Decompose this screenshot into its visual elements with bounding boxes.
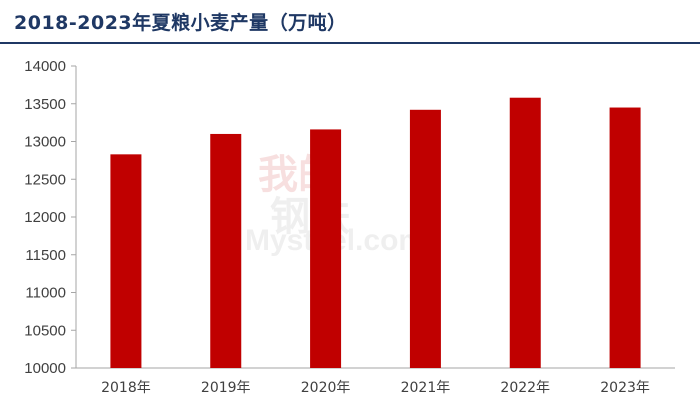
y-tick-label: 13500 [24, 96, 66, 113]
y-tick-label: 12000 [24, 209, 66, 226]
y-tick-label: 11500 [25, 247, 66, 264]
chart-title: 2018-2023年夏粮小麦产量（万吨） [14, 12, 347, 34]
x-tick-label: 2019年 [201, 380, 251, 396]
y-tick-label: 10500 [24, 322, 66, 339]
y-tick-label: 11000 [25, 285, 66, 302]
bar-2018年 [110, 154, 142, 368]
bar-2023年 [609, 107, 641, 369]
y-tick-label: 10000 [24, 360, 66, 377]
x-tick-label: 2021年 [401, 380, 451, 396]
bar-2022年 [509, 97, 541, 369]
x-tick-label: 2023年 [600, 380, 650, 396]
bar-2020年 [310, 129, 342, 368]
x-tick-label: 2022年 [500, 380, 550, 396]
y-tick-label: 13000 [24, 134, 66, 151]
y-tick-label: 14000 [24, 58, 66, 75]
title-underline [0, 42, 700, 44]
x-tick-label: 2018年 [101, 380, 151, 396]
bar-2019年 [210, 133, 242, 368]
x-tick-label: 2020年 [301, 380, 351, 396]
bar-2021年 [409, 109, 441, 368]
y-tick-label: 12500 [24, 171, 66, 188]
